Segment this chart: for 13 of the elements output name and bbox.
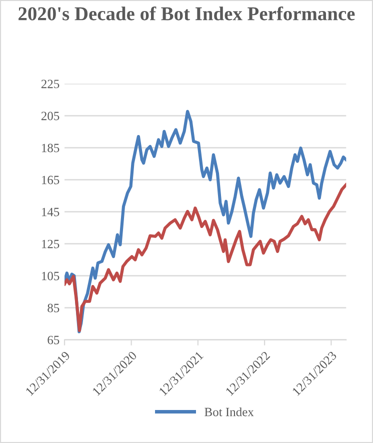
- y-tick-label: 125: [42, 240, 60, 248]
- legend-label: Bot Index: [204, 407, 254, 416]
- y-tick-label: 205: [41, 112, 60, 120]
- y-tick-label: 185: [42, 144, 60, 152]
- y-tick-label: 165: [42, 176, 60, 184]
- y-tick-label: 85: [48, 304, 60, 312]
- line-series: [64, 183, 346, 332]
- y-tick-label: 145: [42, 208, 60, 216]
- line-series: [64, 110, 346, 334]
- y-tick-label: 105: [42, 272, 60, 280]
- chart-title: 2020's Decade of Bot Index Performance: [18, 6, 355, 20]
- y-tick-label: 65: [48, 336, 60, 344]
- y-tick-label: 225: [41, 80, 60, 88]
